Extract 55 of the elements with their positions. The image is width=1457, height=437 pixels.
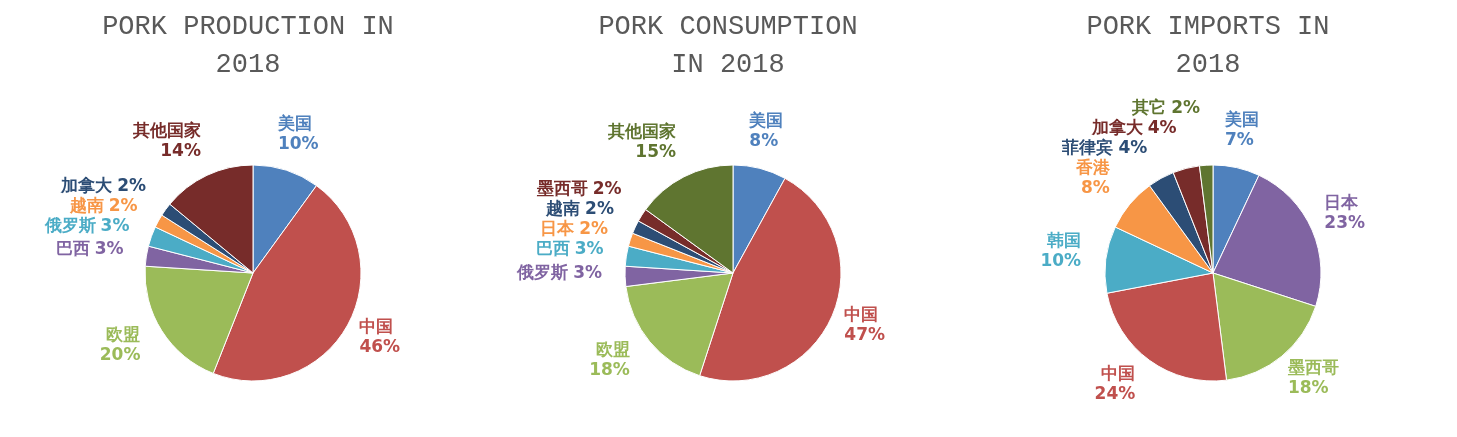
data-label: 3% — [100, 215, 130, 236]
data-label: 8% — [1081, 177, 1110, 198]
data-label: 7% — [1224, 129, 1254, 150]
slice-label: 美国 — [276, 112, 312, 133]
data-label: 47% — [844, 324, 886, 345]
data-label: 18% — [589, 358, 630, 379]
data-label: 10% — [277, 132, 319, 153]
slice-label: 香港 — [1074, 157, 1111, 178]
data-label: 2% — [1171, 97, 1201, 118]
data-label: 3% — [94, 238, 124, 259]
data-label: 2% — [117, 175, 147, 196]
slice-label: 中国 — [844, 304, 879, 325]
data-label: 23% — [1324, 211, 1366, 232]
slice-label: 日本 — [1324, 191, 1360, 212]
slice-label: 美国 — [748, 110, 784, 131]
data-label: 4% — [1147, 117, 1177, 138]
slice-label: 加拿大 — [60, 175, 114, 196]
slice-label: 墨西哥 — [535, 178, 588, 199]
slice-label: 日本 — [540, 218, 576, 239]
data-label: 4% — [1118, 137, 1148, 158]
slice-label: 其他国家 — [131, 119, 201, 140]
data-label: 18% — [1287, 377, 1329, 398]
slice-label: 其他国家 — [607, 121, 677, 142]
slice-label: 其它 — [1131, 97, 1167, 118]
data-label: 24% — [1094, 382, 1136, 403]
slice-label: 韩国 — [1046, 230, 1082, 251]
data-label: 14% — [160, 139, 201, 160]
data-label: 20% — [99, 344, 141, 365]
data-label: 2% — [585, 198, 614, 219]
data-label: 3% — [573, 261, 603, 282]
data-label: 8% — [749, 130, 779, 151]
data-label: 2% — [592, 178, 622, 199]
chart-title: PORK PRODUCTION IN 2018 — [101, 11, 395, 82]
slice-label: 越南 — [68, 195, 104, 216]
chart-title: PORK IMPORTS IN 2018 — [1085, 11, 1331, 82]
slice-label: 中国 — [1101, 362, 1136, 383]
slice-label: 巴西 — [55, 238, 90, 259]
slice-label: 欧盟 — [595, 338, 630, 359]
slice-label: 美国 — [1223, 109, 1259, 130]
slice-label: 越南 — [545, 198, 581, 219]
data-label: 46% — [359, 336, 401, 357]
slice-label: 菲律宾 — [1061, 137, 1114, 158]
slice-label: 墨西哥 — [1286, 357, 1339, 378]
slice-label: 欧盟 — [106, 324, 141, 345]
slice-label: 中国 — [359, 316, 394, 337]
data-label: 2% — [108, 195, 138, 216]
slice-label: 巴西 — [535, 238, 570, 259]
slice-label: 俄罗斯 — [516, 261, 569, 282]
chart-title: PORK CONSUMPTION IN 2018 — [597, 11, 859, 82]
data-label: 2% — [579, 218, 609, 239]
slice-label: 加拿大 — [1090, 117, 1144, 138]
data-label: 15% — [635, 141, 677, 162]
slice-label: 俄罗斯 — [43, 215, 96, 236]
data-label: 3% — [574, 238, 604, 259]
data-label: 10% — [1040, 250, 1082, 271]
